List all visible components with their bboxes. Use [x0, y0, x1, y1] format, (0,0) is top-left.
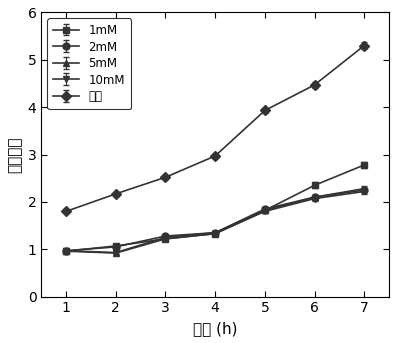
Y-axis label: 褐变指数: 褐变指数	[7, 136, 22, 173]
Legend: 1mM, 2mM, 5mM, 10mM, 对照: 1mM, 2mM, 5mM, 10mM, 对照	[47, 18, 131, 109]
X-axis label: 时间 (h): 时间 (h)	[193, 321, 237, 336]
